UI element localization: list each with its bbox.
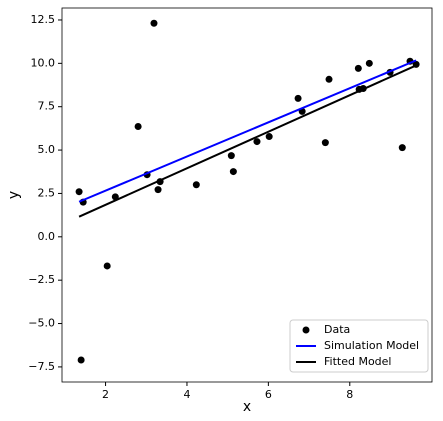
x-tick-label: 2 (102, 388, 109, 401)
data-point (103, 262, 111, 270)
x-tick-label: 8 (346, 388, 353, 401)
y-tick-label: −5.0 (28, 317, 55, 330)
y-tick-label: 10.0 (31, 56, 56, 69)
y-axis-label: y (6, 191, 22, 199)
data-point (77, 356, 85, 364)
legend-box (289, 319, 429, 373)
data-point (294, 94, 302, 102)
data-point (75, 188, 83, 196)
y-tick-label: 12.5 (31, 13, 56, 26)
data-point (154, 186, 162, 194)
data-point (365, 59, 373, 67)
y-tick-label: −2.5 (28, 273, 55, 286)
legend-label: Fitted Model (324, 355, 391, 368)
data-point (325, 75, 333, 83)
y-tick-label: −7.5 (28, 360, 55, 373)
x-tick-label: 4 (183, 388, 190, 401)
data-point (150, 19, 158, 27)
x-tick-label: 6 (265, 388, 272, 401)
data-point (321, 139, 329, 147)
plot-frame (61, 7, 433, 383)
y-tick-label: 5.0 (38, 143, 56, 156)
legend-marker (302, 326, 310, 334)
legend-label: Data (324, 323, 350, 336)
y-tick-label: 7.5 (38, 100, 56, 113)
y-tick-label: 0.0 (38, 230, 56, 243)
data-point (398, 144, 406, 152)
y-tick-label: 2.5 (38, 186, 56, 199)
model-line (78, 64, 417, 218)
data-point (227, 152, 235, 160)
data-point (229, 168, 237, 176)
x-axis-label: x (243, 399, 251, 415)
legend-label: Simulation Model (324, 339, 419, 352)
model-line (78, 59, 417, 203)
data-point (134, 122, 142, 130)
data-point (354, 64, 362, 72)
data-point (253, 138, 261, 146)
data-point (192, 181, 200, 189)
data-point (265, 133, 273, 141)
